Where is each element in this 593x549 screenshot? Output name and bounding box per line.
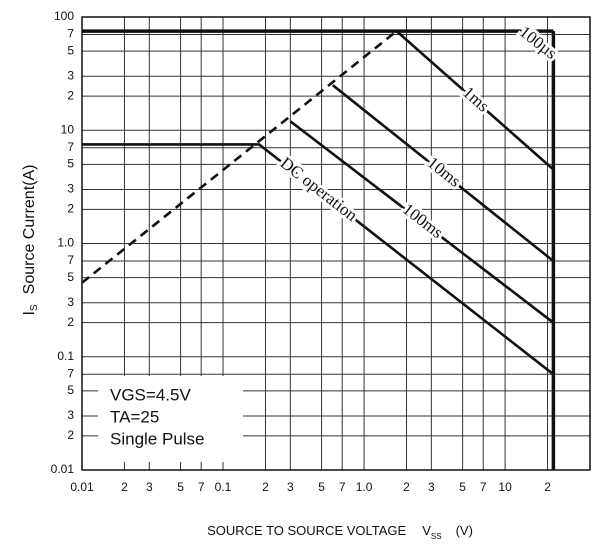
y-tick-label: 7: [67, 366, 74, 380]
x-tick-label: 1.0: [356, 480, 373, 494]
x-tick-label: 5: [177, 480, 184, 494]
x-label: SOURCE TO SOURCE VOLTAGE: [207, 523, 406, 538]
curve: [520, 30, 555, 58]
curve: [82, 143, 555, 376]
x-tick-label: 7: [480, 480, 487, 494]
y-axis-label: IS Source Current(A): [21, 165, 39, 316]
y-tick-label: 5: [67, 157, 74, 171]
plot-frame: [81, 16, 591, 471]
y-tick-label: 0.1: [57, 349, 74, 363]
x-tick-label: 7: [198, 480, 205, 494]
y-tick-label: 5: [67, 383, 74, 397]
y-tick-label: 10: [61, 122, 75, 136]
x-sub: SS: [431, 532, 442, 541]
x-tick-label: 3: [287, 480, 294, 494]
y-tick-label: 5: [67, 43, 74, 57]
y-tick-label: 7: [67, 253, 74, 267]
note: VGS=4.5V: [110, 385, 191, 404]
note-box: [98, 376, 243, 462]
x-tick-label: 7: [339, 480, 346, 494]
y-tick-label: 3: [67, 68, 74, 82]
curve: [331, 84, 555, 263]
x-tick-label: 5: [318, 480, 325, 494]
x-tick-label: 0.01: [70, 480, 94, 494]
curve: [81, 30, 398, 284]
x-tick-label: 2: [121, 480, 128, 494]
y-label: Source Current(A): [21, 165, 38, 295]
curve: [395, 30, 555, 171]
x-symbol: V: [422, 523, 431, 538]
curve: [289, 120, 555, 324]
note: TA=25: [110, 407, 159, 426]
y-tick-label: 2: [67, 315, 74, 329]
y-tick-label: 100: [54, 9, 74, 23]
x-tick-label: 2: [262, 480, 269, 494]
y-tick-label: 2: [67, 428, 74, 442]
y-tick-label: 7: [67, 140, 74, 154]
y-tick-label: 3: [67, 408, 74, 422]
x-tick-label: 10: [498, 480, 512, 494]
y-tick-label: 2: [67, 202, 74, 216]
y-tick-label: 5: [67, 270, 74, 284]
y-symbol: I: [21, 311, 38, 315]
x-tick-label: 5: [459, 480, 466, 494]
x-tick-label: 2: [403, 480, 410, 494]
x-unit: (V): [456, 523, 473, 538]
note: Single Pulse: [110, 429, 205, 448]
y-tick-label: 7: [67, 27, 74, 41]
y-tick-label: 1.0: [57, 236, 74, 250]
x-tick-label: 3: [428, 480, 435, 494]
y-tick-label: 2: [67, 88, 74, 102]
y-tick-label: 3: [67, 182, 74, 196]
x-axis-label: SOURCE TO SOURCE VOLTAGE VSS (V): [207, 523, 473, 541]
x-tick-label: 0.1: [215, 480, 232, 494]
x-tick-label: 2: [544, 480, 551, 494]
y-tick-label: 3: [67, 295, 74, 309]
y-sub: S: [29, 304, 40, 311]
y-tick-label: 0.01: [51, 462, 75, 476]
x-tick-label: 3: [146, 480, 153, 494]
